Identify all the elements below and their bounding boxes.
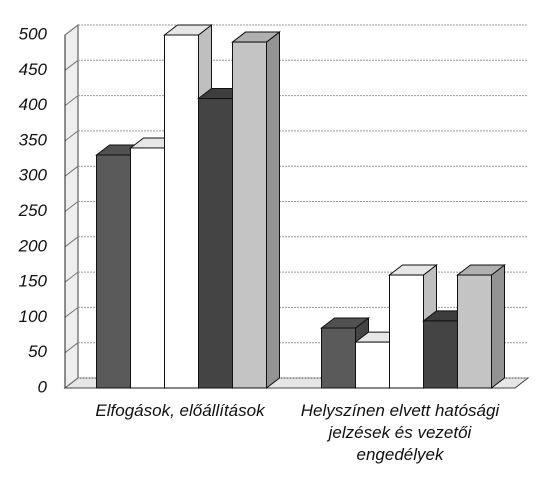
y-tick-label: 500	[19, 24, 48, 43]
y-tick-label: 400	[19, 95, 48, 114]
bar	[355, 341, 390, 389]
y-tick-label: 200	[18, 236, 48, 255]
y-tick-label: 450	[19, 60, 48, 79]
grid-line	[64, 271, 79, 283]
grid-line	[64, 236, 79, 248]
bar	[232, 41, 267, 389]
grid-line	[64, 165, 79, 177]
bar	[389, 274, 424, 389]
y-tick-label: 150	[19, 272, 48, 291]
y-tick-label: 350	[19, 130, 48, 149]
grid-line	[64, 201, 79, 212]
y-tick-label: 300	[19, 166, 48, 185]
bar	[423, 320, 458, 389]
grid-line	[64, 24, 79, 36]
grid-line	[64, 59, 79, 71]
grid-line	[64, 377, 79, 389]
bar	[130, 147, 165, 389]
grid-line	[64, 130, 79, 142]
bar-side	[491, 264, 505, 390]
y-tick-label: 50	[28, 342, 47, 361]
bar	[457, 274, 492, 389]
x-tick-label: Helyszínen elvett hatósági jelzések és v…	[300, 401, 500, 464]
bar	[321, 327, 356, 389]
grid-line	[64, 342, 79, 354]
grid-line	[64, 95, 79, 106]
x-tick-label: Elfogások, előállítások	[95, 401, 265, 420]
grid-line	[64, 307, 79, 318]
y-tick-label: 100	[19, 307, 48, 326]
bar	[96, 154, 131, 389]
bar	[164, 34, 199, 389]
y-tick-label: 250	[18, 201, 48, 220]
y-tick-label: 0	[38, 377, 48, 396]
bar-side	[266, 31, 280, 390]
bar	[198, 98, 233, 389]
